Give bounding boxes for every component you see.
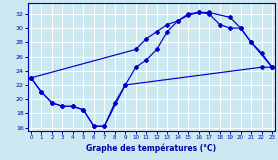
X-axis label: Graphe des températures (°C): Graphe des températures (°C)	[86, 143, 217, 153]
